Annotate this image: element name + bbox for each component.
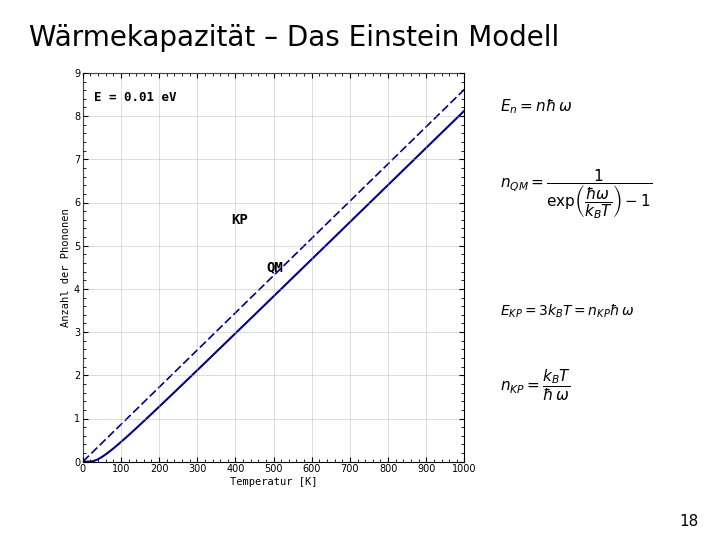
Text: $E_{KP} = 3k_B T = n_{KP}\hbar\,\omega$: $E_{KP} = 3k_B T = n_{KP}\hbar\,\omega$ (500, 302, 634, 320)
Text: $E_n = n\hbar\,\omega$: $E_n = n\hbar\,\omega$ (500, 97, 573, 116)
Text: KP: KP (232, 213, 248, 227)
Text: Wärmekapazität – Das Einstein Modell: Wärmekapazität – Das Einstein Modell (29, 24, 559, 52)
Text: $n_{QM} = \dfrac{1}{\exp\!\left(\dfrac{\hbar\omega}{k_B T}\right)-1}$: $n_{QM} = \dfrac{1}{\exp\!\left(\dfrac{\… (500, 167, 653, 221)
Y-axis label: Anzahl der Phononen: Anzahl der Phononen (61, 208, 71, 327)
Text: E = 0.01 eV: E = 0.01 eV (94, 91, 176, 104)
Text: QM: QM (266, 261, 283, 275)
Text: $n_{KP} = \dfrac{k_B T}{\hbar\,\omega}$: $n_{KP} = \dfrac{k_B T}{\hbar\,\omega}$ (500, 367, 572, 403)
X-axis label: Temperatur [K]: Temperatur [K] (230, 477, 318, 487)
Text: 18: 18 (679, 514, 698, 529)
